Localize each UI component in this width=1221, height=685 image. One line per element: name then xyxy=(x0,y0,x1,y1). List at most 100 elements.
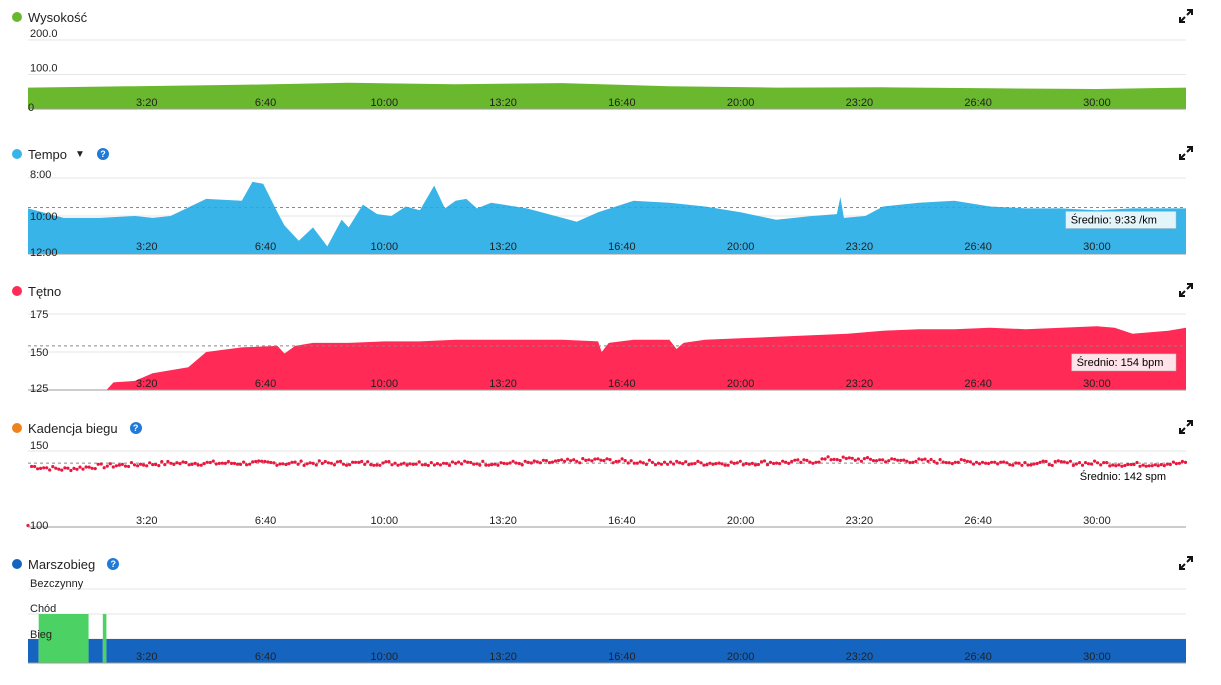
cadence-point xyxy=(987,461,991,466)
cadence-point xyxy=(914,459,918,463)
x-tick-label: 16:40 xyxy=(608,241,636,253)
cadence-point xyxy=(484,463,488,467)
x-tick-label: 16:40 xyxy=(608,97,636,109)
cadence-point xyxy=(920,458,924,462)
cadence-point xyxy=(384,460,388,464)
x-tick-label: 30:00 xyxy=(1083,241,1111,253)
x-tick-label: 26:40 xyxy=(964,651,992,663)
cadence-point xyxy=(99,462,103,466)
cadence-point xyxy=(859,459,864,463)
chevron-down-icon[interactable]: ▼ xyxy=(75,148,85,160)
cadence-point xyxy=(1056,459,1060,463)
cadence-point xyxy=(775,461,779,465)
cadence-point xyxy=(520,463,524,467)
help-icon[interactable]: ? xyxy=(129,422,142,434)
cadence-point xyxy=(136,464,140,468)
cadence-point xyxy=(605,457,609,461)
cadence-point xyxy=(1093,459,1097,463)
y-tick-label: 100.0 xyxy=(30,63,58,75)
x-tick-label: 3:20 xyxy=(136,241,157,253)
cadence-point xyxy=(890,457,894,461)
cadence-point xyxy=(229,461,234,465)
cadence-point xyxy=(432,463,436,467)
cadence-point xyxy=(1180,459,1184,464)
cadence-point xyxy=(756,462,761,467)
help-icon[interactable]: ? xyxy=(96,148,109,160)
cadence-point xyxy=(817,460,821,464)
cadence-point xyxy=(184,460,188,465)
expand-icon[interactable] xyxy=(1179,556,1193,570)
cadence-point xyxy=(1117,463,1121,467)
cadence-point xyxy=(63,466,67,470)
help-icon[interactable]: ? xyxy=(107,558,120,570)
x-tick-label: 30:00 xyxy=(1083,378,1111,390)
x-tick-label: 6:40 xyxy=(255,651,276,663)
heart-rate-average-label-box xyxy=(1071,353,1177,372)
cadence-point xyxy=(438,463,442,467)
cadence-point xyxy=(974,460,979,464)
cadence-point xyxy=(541,458,546,462)
x-tick-label: 16:40 xyxy=(608,515,636,527)
cadence-point xyxy=(1059,460,1063,464)
x-tick-label: 6:40 xyxy=(255,97,276,109)
cadence-point xyxy=(720,462,724,466)
cadence-point xyxy=(296,462,300,466)
cadence-point xyxy=(896,458,900,462)
cadence-point xyxy=(1153,463,1157,467)
x-tick-label: 23:20 xyxy=(846,97,874,109)
pace-average-label-box xyxy=(1065,211,1177,229)
cadence-point xyxy=(26,523,30,528)
cadence-point xyxy=(199,463,203,467)
cadence-point xyxy=(899,458,903,462)
cadence-point xyxy=(1008,463,1012,467)
cadence-point xyxy=(514,461,518,465)
cadence-point xyxy=(999,460,1003,464)
expand-icon[interactable] xyxy=(1179,9,1193,23)
cadence-point xyxy=(714,462,718,466)
cadence-point xyxy=(647,458,652,462)
cadence-point xyxy=(308,461,312,465)
cadence-point xyxy=(902,458,906,462)
cadence-point xyxy=(511,459,515,463)
cadence-point xyxy=(390,463,394,467)
run-walk-panel: Marszobieg ? Bezczynny Chód Bieg 3:20 6:40 10… xyxy=(0,554,1221,666)
heart-rate-area xyxy=(28,326,1186,390)
cadence-point xyxy=(666,462,670,466)
cadence-point xyxy=(272,461,276,465)
cadence-point xyxy=(360,459,364,464)
cadence-point xyxy=(48,468,52,472)
cadence-point xyxy=(496,463,500,467)
y-tick-label: 12:00 xyxy=(30,247,58,259)
cadence-point xyxy=(650,460,655,464)
cadence-point xyxy=(393,461,397,465)
cadence-point xyxy=(526,460,530,464)
expand-icon[interactable] xyxy=(1179,146,1193,160)
pace-title: Tempo xyxy=(28,146,68,162)
cadence-point xyxy=(341,462,346,466)
cadence-point xyxy=(778,462,782,466)
expand-icon[interactable] xyxy=(1179,420,1193,434)
cadence-point xyxy=(96,462,100,466)
run-walk-title: Marszobieg xyxy=(28,556,96,572)
cadence-point xyxy=(871,459,876,463)
cadence-point xyxy=(1071,463,1075,467)
run-walk-legend-dot xyxy=(12,559,22,569)
cadence-point xyxy=(878,458,882,462)
cadence-point xyxy=(993,460,997,464)
cadence-point xyxy=(75,467,79,471)
cadence-point xyxy=(587,458,591,462)
cadence-point xyxy=(990,460,994,464)
x-tick-label: 20:00 xyxy=(727,651,755,663)
cadence-point xyxy=(544,459,549,463)
cadence-point xyxy=(1183,460,1188,464)
cadence-point xyxy=(260,459,264,463)
cadence-point xyxy=(114,464,118,468)
expand-icon[interactable] xyxy=(1179,283,1193,297)
cadence-point xyxy=(142,463,146,467)
cadence-point xyxy=(569,459,573,463)
y-tick-label: 175 xyxy=(30,309,48,321)
cadence-point xyxy=(463,459,467,463)
cadence-point xyxy=(1144,464,1148,468)
x-tick-label: 10:00 xyxy=(371,651,399,663)
cadence-point xyxy=(275,463,279,467)
